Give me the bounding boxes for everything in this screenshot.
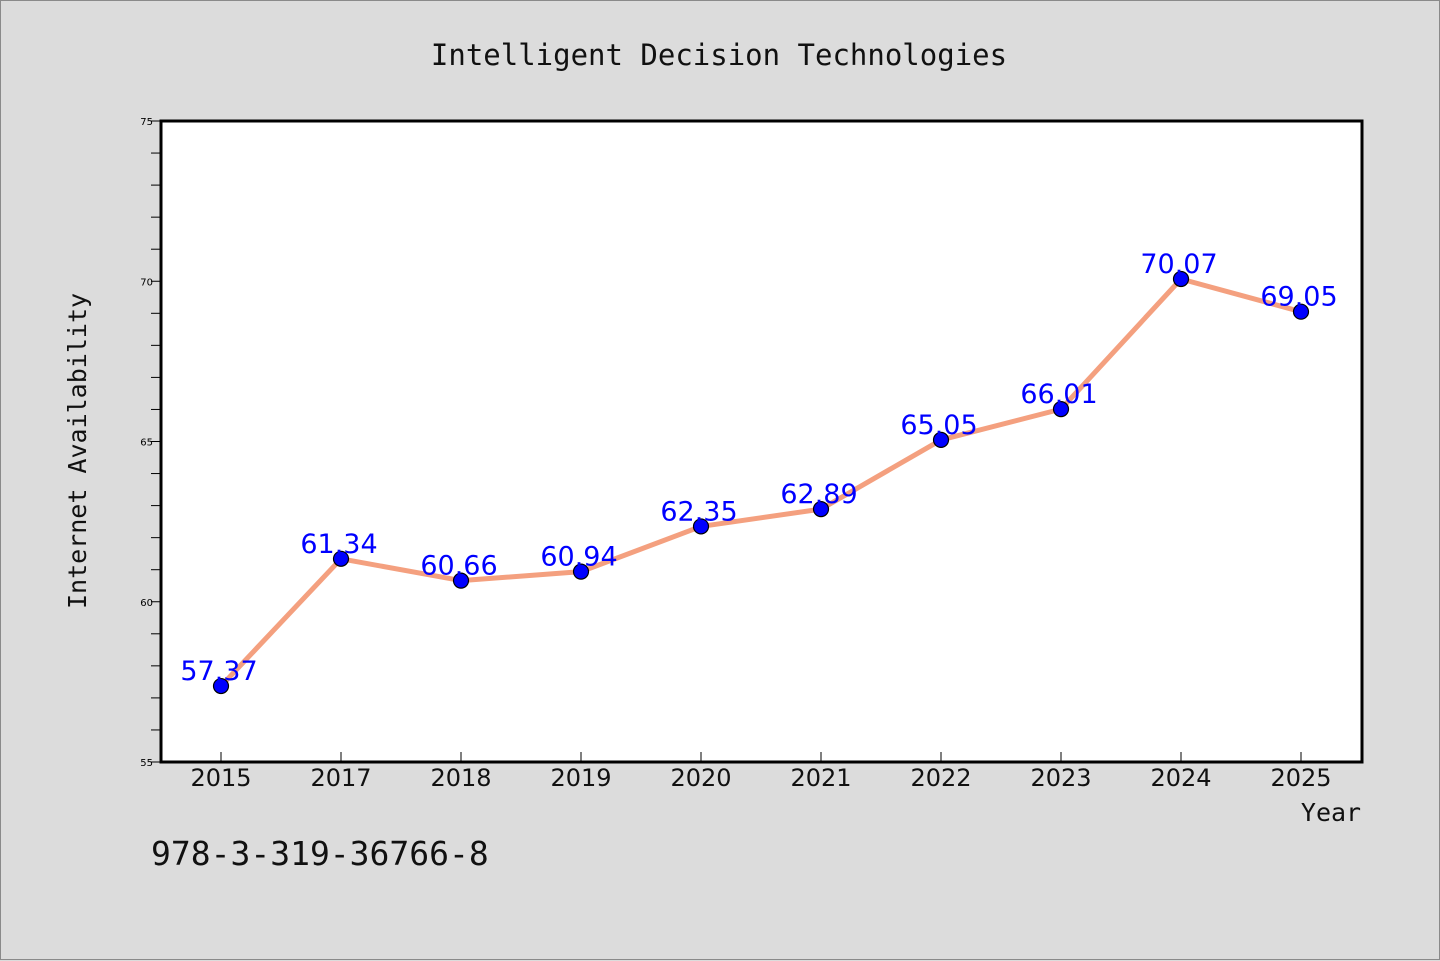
x-tick-label: 2020 — [670, 764, 731, 792]
series-line — [219, 276, 1302, 688]
x-tick-label: 2017 — [310, 764, 371, 792]
data-point — [932, 431, 950, 448]
x-tick-label: 2015 — [190, 764, 251, 792]
data-label: 57.37 — [180, 656, 257, 687]
y-axis-label: Internet Availability — [63, 293, 92, 609]
y-tick-label: 75 — [140, 117, 153, 128]
data-point — [1292, 303, 1310, 320]
data-label: 69.05 — [1260, 282, 1337, 313]
data-point — [812, 501, 830, 518]
data-label: 60.66 — [420, 551, 497, 582]
x-tick-label: 2018 — [430, 764, 491, 792]
y-tick-label: 65 — [140, 438, 153, 449]
x-tick-label: 2023 — [1030, 764, 1091, 792]
x-tick-label: 2024 — [1150, 764, 1211, 792]
data-point — [692, 518, 710, 535]
data-label: 60.94 — [540, 542, 617, 573]
data-label: 62.89 — [780, 479, 857, 510]
data-point — [452, 572, 470, 589]
y-tick-label: 55 — [140, 758, 153, 769]
y-tick-label: 60 — [140, 598, 153, 609]
x-tick-label: 2021 — [790, 764, 851, 792]
data-point — [572, 563, 590, 580]
y-tick-label: 70 — [140, 277, 153, 288]
data-point — [1052, 401, 1070, 418]
data-label: 65.05 — [900, 410, 977, 441]
isbn-text: 978-3-319-36766-8 — [151, 834, 489, 873]
x-tick-label: 2022 — [910, 764, 971, 792]
chart-title: Intelligent Decision Technologies — [431, 38, 1007, 72]
data-point — [332, 550, 350, 567]
data-label: 61.34 — [300, 529, 377, 560]
data-point — [1172, 270, 1190, 288]
x-tick-label: 2019 — [550, 764, 611, 792]
data-label: 70.07 — [1140, 249, 1217, 280]
data-point — [212, 677, 230, 695]
x-axis-label: Year — [1301, 798, 1361, 827]
data-label: 66.01 — [1020, 379, 1097, 410]
plot-area — [159, 119, 1364, 764]
data-label: 62.35 — [660, 496, 737, 527]
x-tick-label: 2025 — [1270, 764, 1331, 792]
